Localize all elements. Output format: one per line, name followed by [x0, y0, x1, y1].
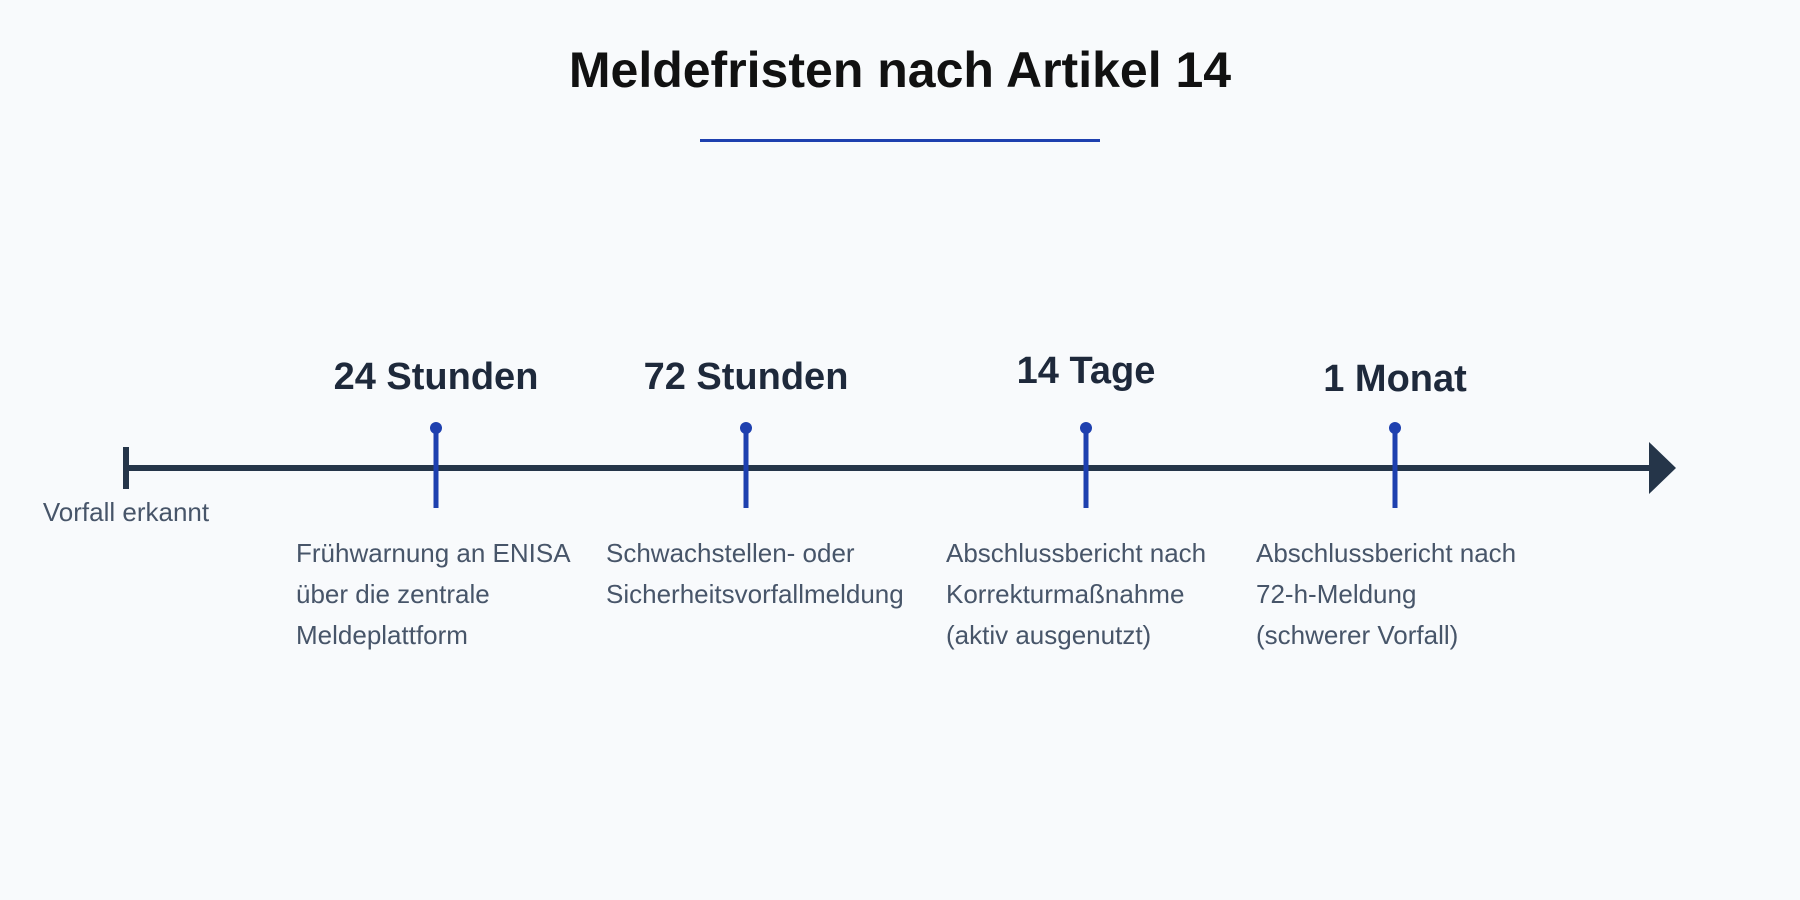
milestone-label-72h: 72 Stunden [643, 356, 849, 398]
description-line: über die zentrale [296, 579, 490, 609]
milestone-marker-72h [740, 422, 752, 508]
description-line: Sicherheitsvorfallmeldung [606, 579, 904, 609]
description-line: 72-h-Meldung [1256, 579, 1417, 609]
milestone-description-1m: Abschlussbericht nach 72-h-Meldung (schw… [1256, 533, 1516, 656]
milestone-description-14d: Abschlussbericht nach Korrekturmaßnahme … [946, 533, 1206, 656]
description-line: (schwerer Vorfall) [1256, 620, 1459, 650]
milestone-marker-24h [430, 422, 442, 508]
title-underline [700, 139, 1100, 142]
milestone-description-72h: Schwachstellen- oder Sicherheitsvorfallm… [606, 533, 904, 615]
description-line: Schwachstellen- oder [606, 538, 855, 568]
description-line: Frühwarnung an ENISA [296, 538, 571, 568]
milestone-label-1m: 1 Monat [1323, 358, 1467, 400]
description-line: Abschlussbericht nach [946, 538, 1207, 568]
milestone-marker-14d [1080, 422, 1092, 508]
description-line: Korrekturmaßnahme [946, 579, 1185, 609]
milestone-label-24h: 24 Stunden [333, 356, 539, 398]
description-line: Abschlussbericht nach [1256, 538, 1517, 568]
milestone-label-14d: 14 Tage [1016, 350, 1156, 392]
description-line: Meldeplattform [296, 620, 468, 650]
milestone-marker-1m [1389, 422, 1401, 508]
start-label: Vorfall erkannt [42, 497, 210, 527]
description-line: (aktiv ausgenutzt) [946, 620, 1152, 650]
milestone-description-24h: Frühwarnung an ENISA über die zentrale M… [296, 533, 571, 656]
page-title: Meldefristen nach Artikel 14 [568, 42, 1232, 98]
timeline-arrow-head [1649, 442, 1676, 494]
